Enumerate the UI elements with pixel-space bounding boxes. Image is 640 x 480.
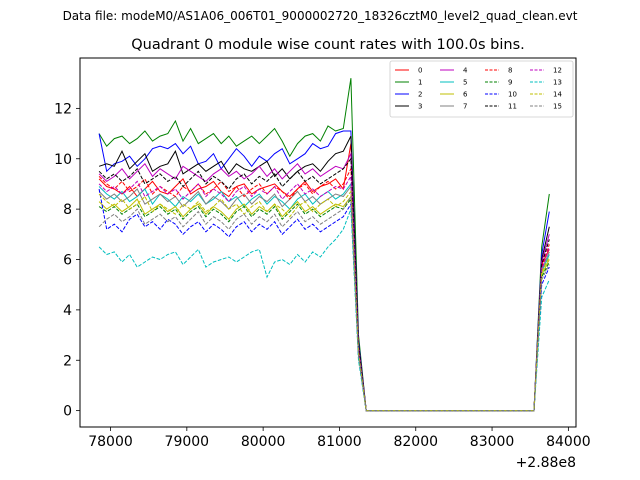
y-tick-label: 10 [54,152,72,168]
legend-label-5: 5 [463,79,467,87]
chart-title: Quadrant 0 module wise count rates with … [131,37,525,53]
series-line-2 [98,130,550,412]
x-axis: 78000 79000 80000 81000 82000 83000 84000 [88,427,591,450]
axes-frame [79,57,577,428]
legend-label-7: 7 [463,103,467,111]
x-tick-label: 79000 [165,434,210,450]
series-line-15 [98,194,550,412]
legend-label-11: 11 [508,103,517,111]
series-line-9 [98,197,550,412]
series-line-11 [98,157,550,412]
y-tick-label: 4 [63,303,72,319]
series-line-4 [98,151,550,412]
series-line-1 [98,78,550,412]
legend-label-3: 3 [418,103,422,111]
series-line-10 [98,188,550,412]
series-line-5 [98,182,550,412]
legend-label-10: 10 [508,91,517,99]
x-offset-label: +2.88e8 [516,455,576,471]
y-tick-label: 8 [63,202,72,218]
legend-label-1: 1 [418,79,422,87]
legend-label-12: 12 [553,67,562,75]
y-tick-label: 6 [63,253,72,269]
series-line-12 [98,174,550,412]
x-tick-label: 81000 [317,434,362,450]
series-layer [98,78,550,412]
legend-box [389,60,574,118]
x-tick-label: 83000 [470,434,515,450]
x-tick-label: 80000 [241,434,286,450]
legend-label-4: 4 [463,67,468,75]
plot-area: 78000 79000 80000 81000 82000 83000 84000 0 2 4 6… [54,57,591,471]
suptitle: Data file: modeM0/AS1A06_006T01_90000027… [63,9,578,23]
legend-label-6: 6 [463,91,468,99]
legend-label-8: 8 [508,67,512,75]
x-tick-label: 78000 [88,434,133,450]
series-line-8 [98,166,550,412]
series-line-3 [98,135,550,412]
y-tick-label: 12 [54,101,72,117]
legend-label-15: 15 [553,103,562,111]
legend-label-13: 13 [553,79,562,87]
y-axis: 0 2 4 6 8 10 12 [54,101,80,420]
y-tick-label: 2 [63,353,72,369]
x-tick-label: 82000 [393,434,438,450]
legend-label-2: 2 [418,91,422,99]
y-tick-label: 0 [63,404,72,420]
series-line-14 [98,190,550,412]
legend-label-14: 14 [553,91,562,99]
series-line-13 [98,208,550,412]
x-tick-label: 84000 [546,434,591,450]
legend-label-9: 9 [508,79,512,87]
legend-label-0: 0 [418,67,422,75]
series-line-6 [98,195,550,412]
